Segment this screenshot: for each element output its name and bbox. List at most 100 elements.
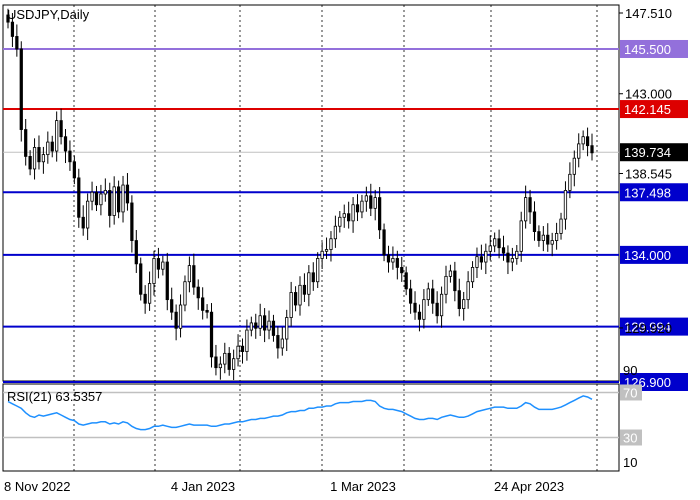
candle <box>364 186 368 212</box>
candle <box>369 183 373 217</box>
rsi-level-badge <box>620 429 642 446</box>
candle <box>170 287 174 320</box>
candle <box>324 237 329 259</box>
candle-body <box>501 247 506 254</box>
candle <box>444 265 448 304</box>
candle <box>15 24 19 57</box>
symbol-label: USDJPY,Daily <box>7 7 90 22</box>
candle-body <box>15 36 19 50</box>
candle <box>276 326 280 359</box>
candle <box>59 108 63 145</box>
candle <box>537 225 541 247</box>
candle-body <box>333 225 338 240</box>
candle-body <box>316 258 320 283</box>
candle <box>475 247 479 278</box>
candle-body <box>72 161 76 179</box>
candle <box>55 111 59 162</box>
candle-body <box>103 190 107 195</box>
candle <box>395 250 399 280</box>
candle <box>417 304 422 332</box>
candle <box>528 189 532 224</box>
candle <box>285 309 289 352</box>
time-axis: 8 Nov 2022 4 Jan 2023 1 Mar 2023 24 Apr 202… <box>4 479 564 494</box>
candle-body <box>302 284 307 295</box>
level-label: 145.500 <box>624 42 671 57</box>
candle-body <box>497 238 501 249</box>
candle-body <box>293 292 298 306</box>
candle <box>307 265 311 307</box>
candle <box>46 131 50 164</box>
level-label: 137.498 <box>624 185 671 200</box>
candle-body <box>10 21 15 37</box>
candle <box>581 130 585 151</box>
candle-body <box>550 240 554 245</box>
candle <box>590 133 594 161</box>
candle-body <box>81 216 85 229</box>
candle <box>519 211 523 262</box>
candle-body <box>236 345 240 360</box>
candle-body <box>63 136 68 152</box>
candle-body <box>143 293 147 304</box>
candle-body <box>134 240 138 265</box>
candle-body <box>563 190 568 220</box>
level-label: 129.994 <box>624 320 671 335</box>
candle <box>342 204 346 228</box>
candle <box>125 173 130 211</box>
candle-body <box>541 234 545 241</box>
candle <box>355 194 360 222</box>
candle-body <box>484 250 488 263</box>
level-badge <box>620 317 688 336</box>
candle-body <box>258 315 262 329</box>
candle-body <box>324 249 329 252</box>
candle-body <box>307 272 311 295</box>
candle <box>439 286 444 328</box>
candle <box>192 253 196 295</box>
candle-body <box>249 322 253 331</box>
candle-body <box>347 213 351 222</box>
candle-body <box>205 309 209 313</box>
candle <box>236 334 240 367</box>
candle <box>554 222 559 250</box>
candle <box>506 245 510 275</box>
x-tick-label: 1 Mar 2023 <box>330 479 396 494</box>
candle <box>143 285 147 314</box>
candle <box>81 205 85 236</box>
candle-body <box>417 311 422 320</box>
candle <box>205 304 209 319</box>
candle <box>99 184 103 216</box>
candle <box>479 244 484 270</box>
candle <box>223 342 227 374</box>
candle <box>448 264 453 283</box>
candle <box>112 176 116 225</box>
candle <box>585 127 590 157</box>
candle <box>37 135 41 170</box>
candle-body <box>227 352 231 370</box>
candle-body <box>59 120 63 138</box>
candle <box>214 344 218 376</box>
rsi-tick-label: 90 <box>623 363 637 378</box>
candle <box>457 278 461 317</box>
candle-body <box>116 186 121 213</box>
candle-body <box>435 302 439 317</box>
candle-body <box>218 363 222 369</box>
candle <box>134 229 138 273</box>
candle-body <box>400 267 404 274</box>
candle <box>386 245 391 273</box>
x-tick-label: 8 Nov 2022 <box>4 479 71 494</box>
candle <box>426 282 430 306</box>
candle-body <box>506 252 510 263</box>
candle <box>311 262 315 291</box>
level-badge <box>620 100 688 119</box>
candle-body <box>41 154 46 163</box>
candle <box>293 286 298 312</box>
level-lines: 139.734 145.500 142.145 137.498 134.000 129.9… <box>3 39 688 391</box>
candle <box>462 291 466 321</box>
candle-body <box>457 290 461 309</box>
candle-body <box>475 256 479 268</box>
candle-body <box>86 200 90 229</box>
candle <box>391 246 395 270</box>
candle <box>404 266 408 296</box>
candle-body <box>466 281 470 301</box>
candle <box>254 313 258 339</box>
candle-body <box>183 281 187 306</box>
